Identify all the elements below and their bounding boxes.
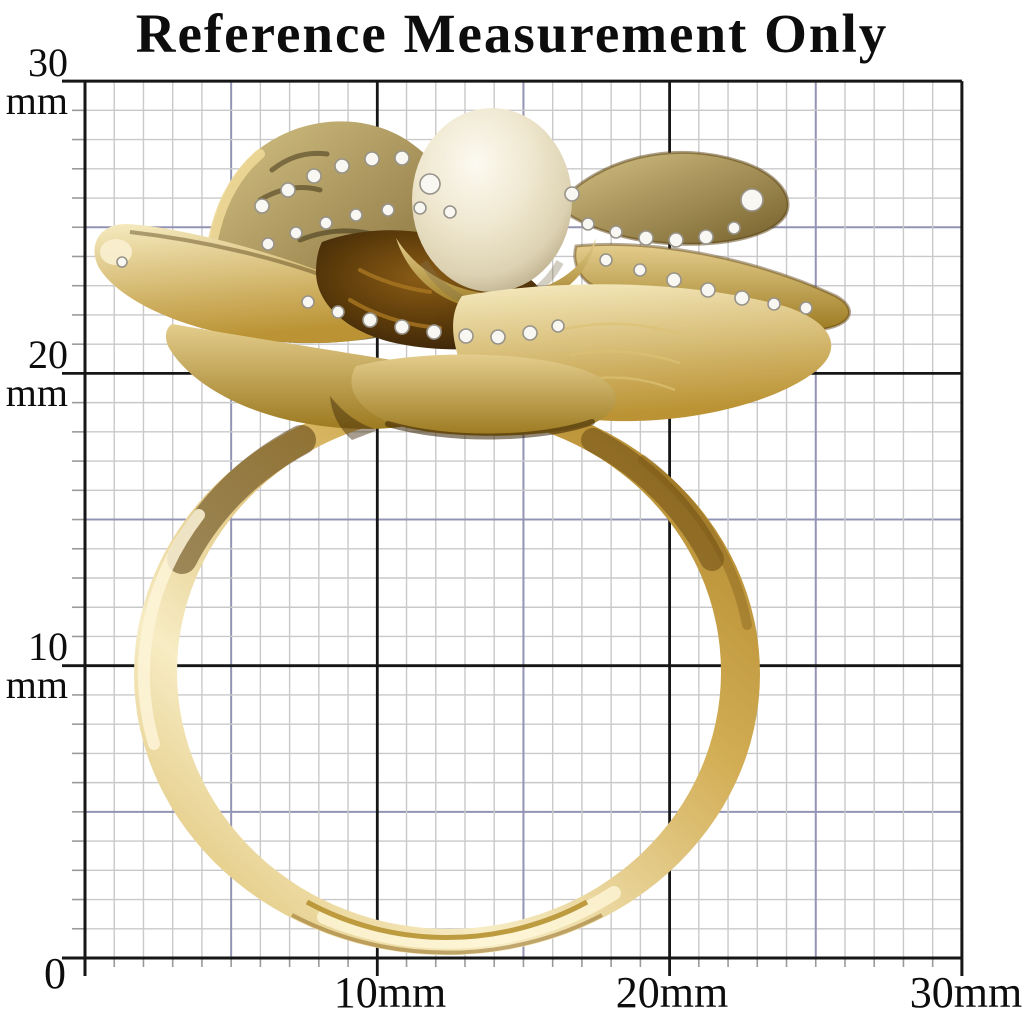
crystal [116,256,128,268]
crystal [331,305,345,319]
crystal [564,186,580,202]
crystal [362,312,378,328]
crystal [734,290,750,306]
y-axis-label-30: 30 mm [4,40,68,123]
crystal [581,217,595,231]
flower-under-shadow [385,419,595,440]
y-label-unit: mm [5,370,68,415]
y-axis-label-20: 20 mm [4,332,68,415]
crystal [767,297,781,311]
crystal [261,237,275,251]
crystal [394,319,410,335]
x-axis-label-10mm: 10mm [333,968,447,1017]
petal-front-center [351,354,616,436]
page-title: Reference Measurement Only [135,3,889,64]
crystal [419,173,441,195]
crystal [413,201,427,215]
shoulder-shadow [330,396,378,440]
crystal [668,232,684,248]
band-shading [138,425,752,955]
axis-origin-label: 0 [44,949,66,998]
crystal [522,325,538,341]
petal-left-front [94,224,385,344]
crystal [280,182,296,198]
crystal [799,301,813,315]
crystal [638,230,654,246]
crystal [609,225,623,239]
y-label-number: 10 [28,624,68,669]
crystal [490,329,506,345]
crystal [349,208,363,222]
y-label-number: 20 [28,332,68,377]
y-label-unit: mm [5,662,68,707]
crystal [599,253,613,267]
crystal [633,263,647,277]
crystal [289,226,303,240]
y-label-number: 30 [28,40,68,85]
x-axis-label-30mm: 30mm [909,968,1023,1017]
crystal [700,282,716,298]
crystal-accents [116,150,813,345]
crystal [426,324,442,340]
crystal [306,168,322,184]
x-axis-label-20mm: 20mm [615,968,729,1017]
crystal [443,205,457,219]
flower-head [94,108,851,440]
crystal [334,158,350,174]
ring-photo [94,108,851,956]
y-axis-label-10: 10 mm [4,624,68,707]
crystal [458,328,474,344]
crystal [364,151,380,167]
petal-back-right-upper [553,150,790,246]
crystal [666,272,682,288]
crystal [319,216,333,230]
crystal [254,198,270,214]
crystal [394,150,410,166]
y-label-unit: mm [5,78,68,123]
crystal [740,188,764,212]
crystal [698,229,714,245]
crystal [301,295,315,309]
crystal [381,203,395,217]
crystal [727,221,741,235]
crystal [551,319,565,333]
pearl [412,108,572,292]
